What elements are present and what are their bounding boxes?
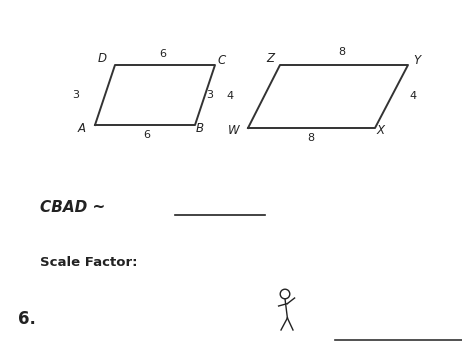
Text: 6.: 6. [18,310,36,328]
Text: W: W [228,125,240,138]
Text: C: C [218,54,226,66]
Text: 3: 3 [73,90,79,100]
Text: 8: 8 [339,47,346,57]
Text: D: D [97,52,107,65]
Text: Z: Z [266,52,274,65]
Text: B: B [196,121,204,135]
Text: 6: 6 [144,130,151,140]
Text: 6: 6 [159,49,166,59]
Text: 4: 4 [409,91,417,101]
Text: 8: 8 [307,133,315,143]
Text: Scale Factor:: Scale Factor: [40,256,138,269]
Text: 3: 3 [207,90,213,100]
Text: X: X [377,125,385,138]
Text: CBAD ~: CBAD ~ [40,201,105,215]
Text: Y: Y [413,54,420,66]
Text: A: A [78,121,86,135]
Text: 4: 4 [226,91,234,101]
